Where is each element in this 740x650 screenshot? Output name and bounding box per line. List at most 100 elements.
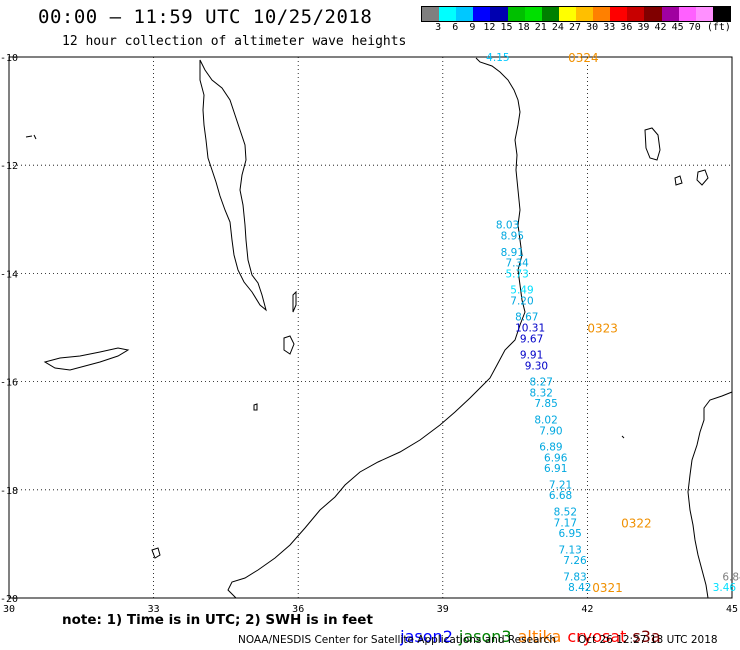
legend-label: 70 <box>688 22 701 33</box>
longitude-label: 39 <box>437 604 449 615</box>
legend-swatch <box>541 7 559 21</box>
legend-label: 27 <box>568 22 582 33</box>
mainland-coast <box>227 57 526 599</box>
sat-altika: altika <box>517 627 562 646</box>
wave-height-label: 7.20 <box>510 295 533 307</box>
legend-label: 30 <box>586 22 599 33</box>
longitude-labels: 30 33 36 39 42 45 <box>3 604 738 615</box>
latitude-label: -14 <box>0 269 18 280</box>
latitude-label: -16 <box>0 378 18 389</box>
color-scale-legend <box>421 6 731 22</box>
legend-label: 21 <box>534 22 547 33</box>
generation-timestamp: Oct 26 12:27:13 UTC 2018 <box>578 634 718 646</box>
lake-kariba-outline <box>43 347 130 371</box>
wave-height-label: 6.95 <box>558 528 581 540</box>
wave-height-label: 8.02 <box>534 414 557 426</box>
legend-swatch <box>627 7 645 21</box>
wave-height-label: 5.49 <box>510 285 533 297</box>
lake-chilwa-outline <box>283 335 295 355</box>
legend-label: 3 <box>435 22 442 33</box>
legend-swatch <box>712 7 730 21</box>
legend-label: 24 <box>551 22 564 33</box>
wave-height-label: 7.26 <box>563 555 587 567</box>
legend-swatch <box>456 7 474 21</box>
wave-height-label: 6.96 <box>544 452 568 464</box>
legend-swatch <box>524 7 542 21</box>
pass-labels: 0324 0323 0322 0321 <box>568 51 652 595</box>
legend-label: 12 <box>483 22 496 33</box>
legend-swatch <box>490 7 508 21</box>
cahora-bassa-fragment <box>151 547 161 559</box>
comoros-island-2 <box>696 169 709 186</box>
footnote: note: 1) Time is in UTC; 2) SWH is in fe… <box>62 612 373 628</box>
satellite-legend: jason2 jason3 altika cryosat s3a <box>390 608 667 646</box>
longitude-label: 30 <box>3 604 15 615</box>
wave-height-label: 6.91 <box>544 463 567 475</box>
map-subtitle: 12 hour collection of altimeter wave hei… <box>62 34 407 49</box>
sat-jason3: jason3 <box>458 627 512 646</box>
legend-swatch <box>610 7 628 21</box>
legend-swatch <box>593 7 611 21</box>
wave-height-label: 7.83 <box>563 571 586 583</box>
legend-label: 6 <box>452 22 459 33</box>
small-island-2 <box>621 435 625 439</box>
legend-swatch <box>473 7 491 21</box>
graticule <box>9 57 732 598</box>
wave-height-label: 5.73 <box>505 268 528 280</box>
latitude-label: -20 <box>0 594 18 605</box>
wave-height-label: 8.67 <box>515 312 538 324</box>
wave-height-label: 3.46 <box>713 582 737 594</box>
color-scale-labels: 3 6 9 12 15 18 21 24 27 30 33 36 39 42 45 70 (ft) <box>421 22 731 36</box>
legend-swatch <box>661 7 679 21</box>
legend-swatch <box>695 7 713 21</box>
coastlines <box>25 57 733 599</box>
legend-swatch <box>558 7 576 21</box>
wave-height-label: 4.15 <box>486 52 509 64</box>
legend-label: 9 <box>469 22 476 33</box>
wave-height-label: 8.27 <box>530 377 553 389</box>
wave-height-label: 9.67 <box>520 333 543 345</box>
wave-height-label: 7.90 <box>539 425 562 437</box>
latitude-label: -12 <box>0 161 18 172</box>
comoros-island-1 <box>644 127 661 161</box>
latitude-labels: -10 -12 -14 -16 -18 -20 <box>0 53 18 605</box>
wave-height-label: 7.17 <box>554 517 577 529</box>
legend-swatch <box>507 7 525 21</box>
longitude-label: 36 <box>292 604 304 615</box>
sat-cryosat: cryosat <box>567 627 627 646</box>
map-title: 00:00 – 11:59 UTC 10/25/2018 <box>38 6 373 28</box>
sat-jason2: jason2 <box>400 627 453 646</box>
wave-height-label: 8.91 <box>501 247 524 259</box>
legend-swatch <box>575 7 594 21</box>
legend-label: 39 <box>637 22 650 33</box>
wave-height-label: 7.34 <box>505 258 529 270</box>
lake-fragment-west <box>25 134 37 140</box>
map-frame <box>8 56 733 599</box>
wave-height-label: 6.89 <box>539 442 562 454</box>
wave-height-label: 8.42 <box>568 582 591 594</box>
wave-height-label: 8.95 <box>501 231 524 243</box>
legend-label: 36 <box>620 22 633 33</box>
longitude-label: 42 <box>581 604 593 615</box>
wave-height-label: 8.52 <box>554 506 577 518</box>
wave-height-label: 9.91 <box>520 350 543 362</box>
lake-malawi-outline <box>199 59 267 312</box>
wave-height-values: 4.15 8.038.95 8.917.345.73 5.497.20 8.6710.3… <box>486 52 740 594</box>
wave-height-label: 7.85 <box>534 398 557 410</box>
legend-swatch <box>644 7 662 21</box>
pass-number-label: 0321 <box>592 581 623 595</box>
latitude-label: -18 <box>0 486 18 497</box>
comoros-island-3 <box>674 175 683 186</box>
sat-s3a: s3a <box>632 627 661 646</box>
wave-height-label: 7.13 <box>558 544 581 556</box>
legend-label: 18 <box>517 22 530 33</box>
legend-label: 42 <box>654 22 667 33</box>
legend-swatch <box>439 7 457 21</box>
pass-number-label: 0322 <box>621 516 652 530</box>
wave-height-label: 10.31 <box>515 323 545 335</box>
wave-height-label: 6.84 <box>722 571 740 583</box>
pass-number-label: 0323 <box>587 322 618 336</box>
wave-height-label: 8.32 <box>530 387 553 399</box>
madagascar-coast <box>687 391 733 599</box>
legend-label: (ft) <box>706 22 731 33</box>
